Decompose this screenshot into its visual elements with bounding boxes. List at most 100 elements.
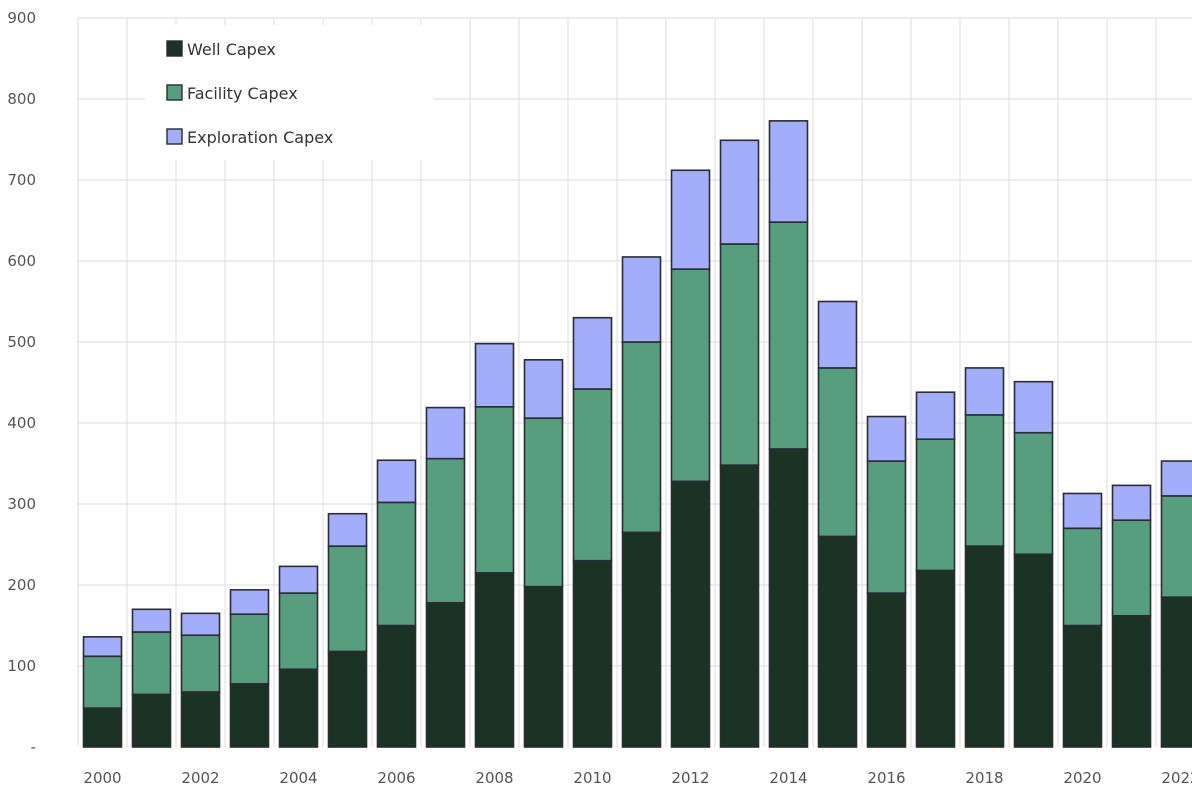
y-tick-label: 500 <box>7 333 36 351</box>
bar-exploration-capex-2012 <box>670 169 711 270</box>
bar-facility-capex-2019 <box>1013 431 1054 556</box>
bar-facility-capex-2010 <box>572 388 613 562</box>
bar-well-capex-2015 <box>817 535 858 748</box>
x-tick-label: 2012 <box>671 769 709 785</box>
bar-exploration-capex-2021 <box>1111 484 1152 521</box>
y-tick-label: 300 <box>7 495 36 513</box>
legend-swatch-exploration-capex <box>166 128 183 145</box>
y-tick-label: 800 <box>7 90 36 108</box>
bar-facility-capex-2018 <box>964 414 1005 547</box>
bar-well-capex-2017 <box>915 569 956 748</box>
y-tick-label: 200 <box>7 576 36 594</box>
bar-exploration-capex-2011 <box>621 256 662 343</box>
bar-well-capex-2001 <box>131 693 172 748</box>
bar-exploration-capex-2004 <box>278 565 319 594</box>
bar-facility-capex-2001 <box>131 631 172 696</box>
axes: - 100 200 300 400 500 600 700 800 900 2000 2002 2004… <box>7 9 1192 785</box>
bar-facility-capex-2007 <box>425 457 466 604</box>
bar-facility-capex-2016 <box>866 460 907 594</box>
bar-exploration-capex-2018 <box>964 367 1005 416</box>
bar-well-capex-2011 <box>621 531 662 748</box>
bar-facility-capex-2009 <box>523 417 564 588</box>
bar-facility-capex-2003 <box>229 613 270 685</box>
bar-facility-capex-2000 <box>82 655 123 709</box>
bar-facility-capex-2022 <box>1160 495 1192 598</box>
bar-exploration-capex-2002 <box>180 612 221 637</box>
y-tick-label: 100 <box>7 657 36 675</box>
x-tick-label: 2016 <box>867 769 905 785</box>
bar-exploration-capex-2003 <box>229 589 270 615</box>
bar-well-capex-2016 <box>866 592 907 748</box>
bar-facility-capex-2011 <box>621 341 662 534</box>
bar-well-capex-2004 <box>278 668 319 748</box>
x-tick-label: 2020 <box>1063 769 1101 785</box>
x-tick-label: 2004 <box>279 769 317 785</box>
bar-well-capex-2014 <box>768 448 809 748</box>
legend-label-exploration-capex: Exploration Capex <box>187 128 333 147</box>
bar-exploration-capex-2013 <box>719 139 760 245</box>
bar-facility-capex-2005 <box>327 545 368 653</box>
legend: Well Capex Facility Capex Exploration Cape… <box>145 25 433 160</box>
legend-label-well-capex: Well Capex <box>187 40 276 59</box>
bar-exploration-capex-2020 <box>1062 492 1103 530</box>
bars <box>82 120 1192 748</box>
bar-exploration-capex-2016 <box>866 415 907 462</box>
bar-exploration-capex-2005 <box>327 512 368 547</box>
bar-exploration-capex-2008 <box>474 342 515 408</box>
bar-exploration-capex-2006 <box>376 459 417 504</box>
x-tick-label: 2022 <box>1161 769 1192 785</box>
bar-well-capex-2010 <box>572 559 613 748</box>
bar-well-capex-2008 <box>474 572 515 748</box>
bar-exploration-capex-2000 <box>82 636 123 658</box>
x-tick-label: 2010 <box>573 769 611 785</box>
x-tick-label: 2000 <box>83 769 121 785</box>
y-tick-label: 600 <box>7 252 36 270</box>
bar-facility-capex-2006 <box>376 501 417 627</box>
legend-label-facility-capex: Facility Capex <box>187 84 298 103</box>
x-tick-label: 2002 <box>181 769 219 785</box>
bar-facility-capex-2020 <box>1062 527 1103 627</box>
bar-facility-capex-2008 <box>474 405 515 574</box>
bar-exploration-capex-2010 <box>572 316 613 390</box>
bar-facility-capex-2013 <box>719 243 760 466</box>
bar-well-capex-2020 <box>1062 624 1103 748</box>
bar-well-capex-2007 <box>425 602 466 748</box>
legend-swatch-facility-capex <box>166 84 183 101</box>
bar-facility-capex-2004 <box>278 592 319 671</box>
bar-facility-capex-2014 <box>768 221 809 450</box>
bar-exploration-capex-2022 <box>1160 460 1192 497</box>
bar-well-capex-2019 <box>1013 553 1054 748</box>
bar-exploration-capex-2007 <box>425 406 466 460</box>
bar-exploration-capex-2014 <box>768 120 809 223</box>
bar-well-capex-2002 <box>180 691 221 748</box>
bar-well-capex-2009 <box>523 585 564 748</box>
bar-well-capex-2013 <box>719 464 760 748</box>
legend-background <box>145 25 433 160</box>
legend-swatch-well-capex <box>166 40 183 57</box>
bar-well-capex-2021 <box>1111 614 1152 748</box>
bar-facility-capex-2002 <box>180 634 221 693</box>
bar-well-capex-2003 <box>229 683 270 748</box>
bar-facility-capex-2015 <box>817 367 858 538</box>
bar-well-capex-2022 <box>1160 596 1192 748</box>
bar-exploration-capex-2019 <box>1013 380 1054 434</box>
bar-well-capex-2005 <box>327 650 368 748</box>
bar-well-capex-2012 <box>670 480 711 748</box>
bar-facility-capex-2017 <box>915 438 956 572</box>
bar-well-capex-2018 <box>964 545 1005 748</box>
bar-exploration-capex-2001 <box>131 608 172 633</box>
bar-facility-capex-2012 <box>670 268 711 483</box>
bar-well-capex-2000 <box>82 707 123 748</box>
y-tick-label: 900 <box>7 9 36 27</box>
x-tick-label: 2014 <box>769 769 807 785</box>
y-tick-label: 400 <box>7 414 36 432</box>
bar-exploration-capex-2009 <box>523 359 564 419</box>
y-tick-label: 700 <box>7 171 36 189</box>
x-tick-label: 2018 <box>965 769 1003 785</box>
bar-facility-capex-2021 <box>1111 519 1152 617</box>
bar-exploration-capex-2015 <box>817 300 858 369</box>
bar-exploration-capex-2017 <box>915 391 956 441</box>
bar-well-capex-2006 <box>376 624 417 748</box>
